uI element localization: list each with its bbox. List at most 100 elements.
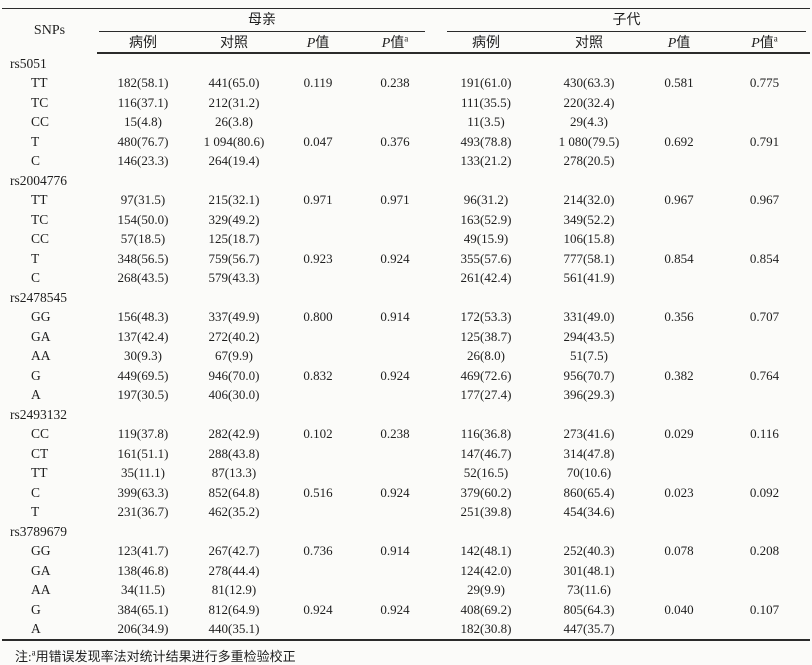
value-cell: 0.924 [303,601,333,617]
value-cell: 125(38.7) [460,328,512,344]
value-cell: 278(20.5) [563,153,615,169]
value-cell [357,152,433,172]
value-cell: 301(48.1) [563,562,615,578]
table-header: SNPs 母亲 子代 病例 对照 P值 P值a 病例 对照 P值 P值a [2,9,810,54]
value-cell: 96(31.2) [463,192,509,208]
value-cell: 0.382 [664,367,694,383]
value-cell [719,503,810,523]
genotype-cell: AA [31,348,51,364]
value-cell [719,386,810,406]
value-cell: 35(11.1) [121,465,165,481]
header-row-groups: SNPs 母亲 子代 [2,9,810,38]
value-cell [357,464,433,484]
group-header-mother: 母亲 [97,9,433,32]
value-cell: 331(49.0) [563,309,615,325]
table-row: GG 156(48.3) 337(49.9) 0.800 0.914 172(53.3) 3… [2,308,810,328]
value-cell [357,620,433,641]
genotype-cell: TT [31,465,48,481]
value-cell: 0.078 [664,543,694,559]
value-cell: 1 080(79.5) [558,133,620,149]
value-cell [279,620,357,641]
value-cell: 288(43.8) [208,445,260,461]
table-row: GA 137(42.4) 272(40.2) 125(38.7) 294(43.5) [2,327,810,347]
value-cell: 0.923 [303,250,333,266]
value-cell [719,464,810,484]
table-row: TT 35(11.1) 87(13.3) 52(16.5) 70(10.6) [2,464,810,484]
genotype-cell: TT [31,192,48,208]
value-cell: 0.914 [380,309,410,325]
value-cell: 252(40.3) [563,543,615,559]
value-cell [639,210,719,230]
value-cell: 0.516 [303,484,333,500]
value-cell: 440(35.1) [208,621,260,637]
value-cell: 282(42.9) [208,426,260,442]
value-cell: 946(70.0) [208,367,260,383]
value-cell: 97(31.5) [120,192,166,208]
value-cell: 329(49.2) [208,211,260,227]
genotype-cell: T [31,504,40,520]
column-header-mother-2: P值 [279,32,357,54]
value-cell: 0.107 [749,601,780,617]
value-cell: 0.764 [749,367,780,383]
value-cell: 0.967 [749,192,780,208]
snp-id-cell: rs5051 [10,55,47,71]
value-cell: 0.047 [303,133,333,149]
value-cell: 124(42.0) [460,562,512,578]
group-header-offspring: 子代 [433,9,810,32]
genotype-cell: C [31,270,41,286]
snp-id-cell: rs2004776 [10,172,67,188]
table-row: C 268(43.5) 579(43.3) 261(42.4) 561(41.9) [2,269,810,289]
table-row: CC 57(18.5) 125(18.7) 49(15.9) 106(15.8) [2,230,810,250]
value-cell [279,581,357,601]
value-cell [279,210,357,230]
value-cell: 430(63.3) [563,75,615,91]
snp-group-row: rs2478545 [2,288,810,308]
genotype-cell: T [31,250,40,266]
header-row-subcolumns: 病例 对照 P值 P值a 病例 对照 P值 P值a [2,32,810,54]
value-cell: 396(29.3) [563,387,615,403]
value-cell: 0.832 [303,367,333,383]
value-cell: 0.208 [749,543,780,559]
genotype-cell: TC [31,211,49,227]
genotype-cell: TC [31,94,49,110]
value-cell: 57(18.5) [120,231,166,247]
value-cell [357,269,433,289]
value-cell: 125(18.7) [208,231,260,247]
value-cell [719,561,810,581]
table-row: AA 34(11.5) 81(12.9) 29(9.9) 73(11.6) [2,581,810,601]
value-cell: 73(11.6) [567,582,611,598]
table-footnote: 注:a用错误发现率法对统计结果进行多重检验校正 [2,646,810,665]
genotype-cell: CT [31,445,49,461]
table-row: TT 97(31.5) 215(32.1) 0.971 0.971 96(31.2) 214… [2,191,810,211]
table-row: A 197(30.5) 406(30.0) 177(27.4) 396(29.3) [2,386,810,406]
value-cell: 759(56.7) [208,250,260,266]
value-cell: 812(64.9) [208,601,260,617]
value-cell: 106(15.8) [563,231,615,247]
genotype-cell: A [31,621,41,637]
value-cell: 0.924 [380,601,410,617]
value-cell [279,464,357,484]
value-cell [639,620,719,641]
value-cell: 278(44.4) [208,562,260,578]
value-cell: 454(34.6) [563,504,615,520]
value-cell: 182(58.1) [117,75,169,91]
value-cell: 116(37.1) [117,94,169,110]
value-cell [639,152,719,172]
value-cell: 0.029 [664,426,694,442]
value-cell [639,561,719,581]
genotype-cell: CC [31,231,50,247]
genotype-cell: TT [31,75,48,91]
value-cell [357,327,433,347]
value-cell: 0.924 [380,484,410,500]
value-cell: 191(61.0) [460,75,512,91]
value-cell: 355(57.6) [460,250,512,266]
value-cell [639,386,719,406]
value-cell [357,561,433,581]
value-cell [279,152,357,172]
value-cell [357,210,433,230]
value-cell [279,230,357,250]
value-cell: 87(13.3) [211,465,257,481]
footnote-text: 用错误发现率法对统计结果进行多重检验校正 [35,649,296,664]
genotype-cell: A [31,387,41,403]
value-cell: 399(63.3) [117,484,169,500]
